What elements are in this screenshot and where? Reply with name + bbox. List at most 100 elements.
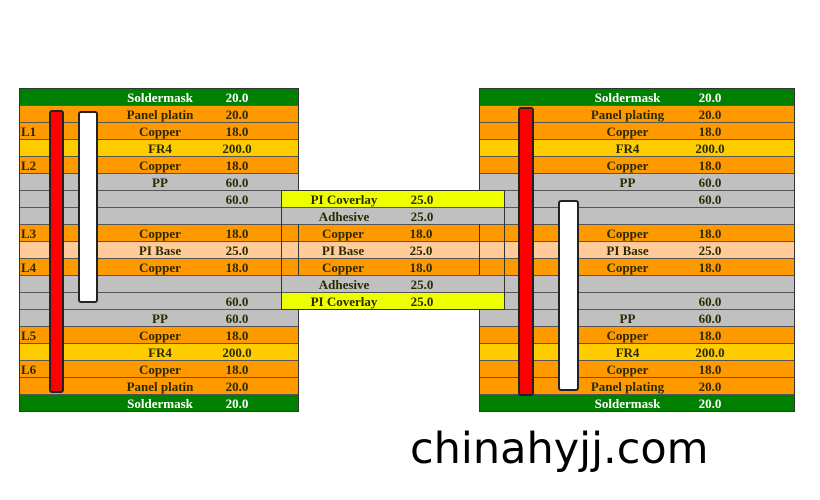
layer-text: Panel platin: [126, 107, 194, 122]
flex-layer-coverlay: PI Coverlay 25.0: [281, 292, 505, 309]
layer-text: 200.0: [222, 141, 252, 156]
layer-text: 25.0: [409, 243, 433, 258]
layer-text: 20.0: [698, 90, 722, 105]
layer-text: Copper: [606, 158, 649, 173]
layer-text: Soldermask: [127, 396, 193, 411]
layer-text: Copper: [139, 260, 181, 275]
layer-text: 25.0: [410, 209, 434, 224]
via-white-right: [558, 200, 579, 391]
layer-text: 18.0: [698, 124, 722, 139]
layer-text: Copper: [606, 328, 649, 343]
layer-text: L1: [21, 124, 37, 139]
layer-text: FR4: [615, 141, 640, 156]
layer-text: Soldermask: [594, 396, 661, 411]
layer-text: PP: [619, 311, 636, 326]
layer-row-copper: L6 Copper 18.0: [19, 360, 299, 377]
layer-text: PI Coverlay: [310, 192, 378, 207]
via-white-left: [78, 111, 98, 303]
layer-text: Copper: [322, 260, 364, 275]
layer-text: 20.0: [698, 396, 722, 411]
layer-text: 200.0: [695, 345, 725, 360]
layer-text: 20.0: [225, 90, 249, 105]
layer-text: Copper: [606, 362, 649, 377]
layer-row-soldermask: Soldermask 20.0: [19, 88, 299, 105]
layer-text: Panel platin: [126, 379, 194, 394]
via-red-left: [49, 110, 64, 393]
layer-text: Soldermask: [594, 90, 661, 105]
layer-row-soldermask: Soldermask 20.0: [479, 88, 795, 105]
layer-row-fr4: FR4 200.0: [19, 343, 299, 360]
layer-row-copper: Copper 18.0: [479, 156, 795, 173]
layer-text: 60.0: [225, 311, 249, 326]
flex-layer-copper: Copper 18.0: [299, 224, 479, 241]
layer-text: 18.0: [225, 124, 249, 139]
layer-text: 200.0: [222, 345, 252, 360]
layer-text: 60.0: [698, 192, 722, 207]
layer-text: Soldermask: [127, 90, 193, 105]
layer-text: 18.0: [698, 158, 722, 173]
layer-text: Copper: [606, 226, 649, 241]
layer-row-copper: L5 Copper 18.0: [19, 326, 299, 343]
layer-row-fr4: FR4 200.0: [479, 139, 795, 156]
layer-row-plating: Panel plating 20.0: [479, 105, 795, 122]
layer-row-pp: PP 60.0: [19, 309, 299, 326]
layer-text: 18.0: [409, 260, 433, 275]
layer-text: Copper: [606, 124, 649, 139]
layer-text: 20.0: [225, 107, 249, 122]
flex-layer-copper: Copper 18.0: [299, 258, 479, 275]
layer-text: 18.0: [225, 362, 249, 377]
layer-text: 60.0: [698, 175, 722, 190]
layer-row-pp: PP 60.0: [479, 173, 795, 190]
layer-text: 18.0: [225, 226, 249, 241]
layer-text: FR4: [615, 345, 640, 360]
layer-text: 18.0: [225, 260, 249, 275]
layer-text: 60.0: [698, 311, 722, 326]
layer-text: L4: [21, 260, 37, 275]
layer-text: Adhesive: [318, 277, 370, 292]
layer-text: 60.0: [698, 294, 722, 309]
layer-text: Copper: [322, 226, 364, 241]
layer-text: PI Base: [138, 243, 182, 258]
layer-text: L3: [21, 226, 37, 241]
layer-text: 18.0: [225, 158, 249, 173]
layer-text: PP: [152, 311, 168, 326]
layer-text: 200.0: [695, 141, 725, 156]
layer-text: 20.0: [225, 379, 249, 394]
layer-text: Copper: [606, 260, 649, 275]
layer-text: Adhesive: [318, 209, 370, 224]
layer-text: 20.0: [698, 107, 722, 122]
flex-layer-pi: PI Base 25.0: [299, 241, 479, 258]
layer-text: 18.0: [698, 362, 722, 377]
layer-text: L6: [21, 362, 37, 377]
layer-text: FR4: [148, 141, 172, 156]
layer-text: 25.0: [410, 294, 434, 309]
layer-text: 20.0: [225, 396, 249, 411]
layer-row-plating: Panel platin 20.0: [19, 377, 299, 394]
layer-text: Copper: [139, 362, 181, 377]
layer-text: Copper: [139, 226, 181, 241]
layer-text: L5: [21, 328, 37, 343]
layer-text: 60.0: [225, 192, 249, 207]
layer-text: 60.0: [225, 294, 249, 309]
layer-row-soldermask: Soldermask 20.0: [19, 394, 299, 411]
layer-text: L2: [21, 158, 37, 173]
layer-text: 18.0: [225, 328, 249, 343]
layer-row-soldermask: Soldermask 20.0: [479, 394, 795, 411]
layer-text: 60.0: [225, 175, 249, 190]
layer-text: PI Base: [606, 243, 649, 258]
layer-text: 25.0: [225, 243, 249, 258]
layer-text: 25.0: [698, 243, 722, 258]
flex-layer-coverlay: PI Coverlay 25.0: [281, 190, 505, 207]
layer-row-copper: Copper 18.0: [479, 122, 795, 139]
layer-text: Copper: [139, 124, 181, 139]
layer-text: 20.0: [698, 379, 722, 394]
layer-text: 18.0: [698, 260, 722, 275]
layer-text: Panel plating: [590, 379, 665, 394]
layer-text: PI Coverlay: [310, 294, 378, 309]
layer-text: FR4: [148, 345, 172, 360]
layer-text: 18.0: [409, 226, 433, 241]
layer-text: PP: [619, 175, 636, 190]
layer-text: 25.0: [410, 192, 434, 207]
layer-text: 25.0: [410, 277, 434, 292]
